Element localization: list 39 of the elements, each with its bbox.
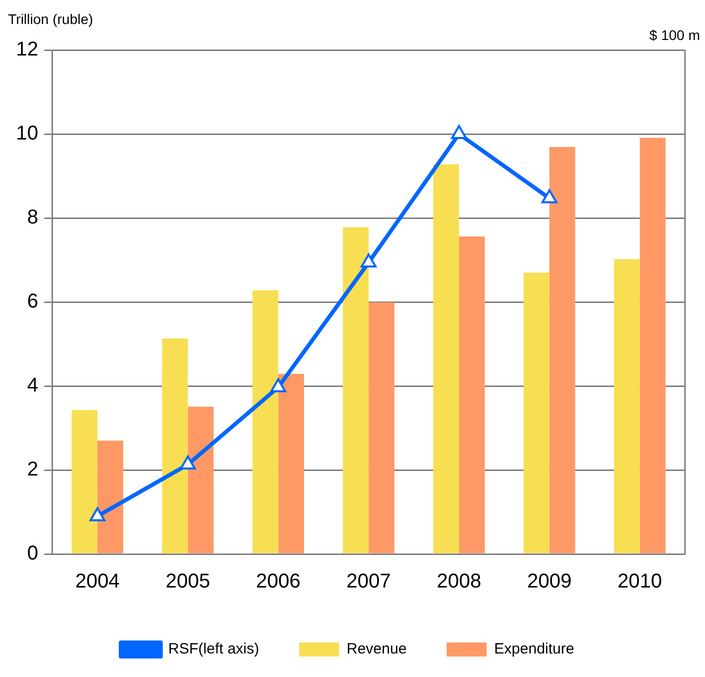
bar [342,227,369,554]
bar [162,338,188,554]
point [451,125,467,139]
y-axis-title: Trillion (ruble) [8,11,94,27]
x-tick-label: 2008 [436,570,482,593]
x-tick-label: 2010 [618,570,662,593]
bar [72,410,98,554]
bar [549,147,576,554]
bar [97,440,124,554]
y-tick-label: 2 [27,458,38,481]
y-tick-label: 12 [16,38,38,61]
x-tick-label: 2009 [527,570,572,593]
bar [614,259,640,554]
y-tick-label: 6 [27,290,38,313]
bar [368,302,394,554]
bar [640,138,666,554]
point [541,189,558,204]
legend-label: Revenue [346,640,407,658]
x-tick-label: 2005 [166,570,210,593]
x-tick-label: 2007 [346,570,391,593]
x-tick-label: 2006 [256,570,300,593]
bar [252,290,278,554]
point [270,378,286,392]
y-tick-label: 10 [16,122,38,145]
bar [433,164,460,554]
point [90,507,106,522]
point [360,254,377,268]
bar [188,406,214,554]
point [180,456,196,470]
bar [524,272,550,554]
x-tick-label: 2004 [75,570,120,593]
legend-label: RSF(left axis) [168,640,260,658]
y-tick-label: 4 [27,374,38,397]
bar [459,236,485,554]
bar [278,374,304,554]
text: $ 100 m [649,27,700,43]
y-tick-label: 0 [27,542,38,565]
legend-label: Expenditure [494,640,574,658]
y-tick-label: 8 [27,206,38,229]
